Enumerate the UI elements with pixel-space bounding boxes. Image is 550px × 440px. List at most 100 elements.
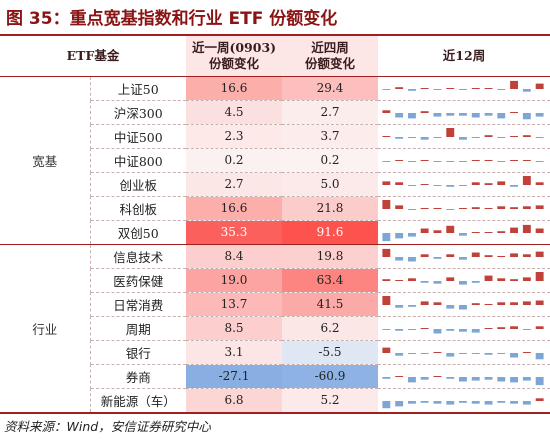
sparkline-bar: [497, 112, 506, 118]
sparkline-bar: [420, 183, 429, 185]
sparkline-bar: [510, 252, 518, 257]
sparkline-bar: [497, 180, 506, 185]
sparkline-bar: [484, 352, 493, 355]
etf-name: 双创50: [117, 225, 159, 241]
four-week-change: 2.7: [282, 100, 378, 124]
sparkline-bar: [497, 400, 506, 403]
sparkline-bar: [446, 400, 455, 405]
etf-name: 银行: [125, 345, 151, 361]
sparkline-bar: [522, 224, 531, 233]
sparkline-bar: [459, 136, 467, 140]
twelve-week-sparkline-cell: [378, 268, 550, 292]
sparkline-bar: [522, 328, 531, 330]
twelve-week-sparkline-cell: [378, 124, 550, 148]
sparkline-bar: [535, 160, 544, 162]
sparkline-bar: [484, 303, 493, 305]
sparkline-bar: [459, 376, 467, 381]
sparkline-bar: [459, 160, 467, 162]
one-week-change: 8.5: [186, 316, 282, 340]
four-week-change: 3.7: [282, 124, 378, 148]
four-week-change: 63.4: [282, 268, 378, 292]
twelve-week-sparkline-cell: [378, 340, 550, 364]
one-week-change: 4.5: [186, 100, 282, 124]
sparkline-bar: [484, 254, 493, 257]
sparkline-bar: [535, 181, 544, 185]
sparkline-bar: [420, 207, 429, 209]
header-4w-line1: 近四周: [311, 39, 349, 55]
sparkline-bar: [382, 109, 391, 113]
sparkline-bar: [510, 352, 518, 357]
sparkline-bar: [522, 351, 531, 353]
sparkline-bar: [459, 328, 467, 332]
sparkline-bar: [433, 256, 442, 259]
sparkline-bar: [510, 301, 518, 305]
sparkline-bar: [522, 400, 531, 405]
sparkline-bar: [471, 302, 480, 305]
four-week-change: 41.5: [282, 292, 378, 316]
sparkline: [382, 80, 544, 92]
sparkline-bar: [522, 300, 531, 305]
sparkline-bar: [382, 278, 391, 281]
header-cell-1w: 近一周(0903) 份额变化: [186, 36, 282, 76]
sparkline-bar: [408, 136, 416, 138]
etf-share-change-table: ETF基金 近一周(0903) 份额变化 近四周 份额变化 近12周 宽基 上证5…: [0, 36, 550, 413]
sparkline-bar: [433, 160, 442, 162]
sparkline-bar: [535, 83, 544, 89]
one-week-change: 6.8: [186, 388, 282, 412]
sparkline-bar: [395, 159, 404, 161]
twelve-week-sparkline-cell: [378, 148, 550, 172]
sparkline-bar: [446, 276, 455, 281]
table-row: 银行 3.1 -5.5: [0, 340, 550, 364]
one-week-change: 2.7: [186, 172, 282, 196]
four-week-change: 21.8: [282, 196, 378, 220]
sparkline-bar: [522, 88, 531, 92]
sparkline-bar: [446, 304, 455, 309]
sparkline-bar: [471, 112, 480, 117]
twelve-week-sparkline-cell: [378, 76, 550, 100]
sparkline: [382, 375, 544, 385]
sparkline-bar: [446, 184, 455, 187]
sparkline-bar: [382, 180, 391, 185]
twelve-week-sparkline-cell: [378, 196, 550, 220]
sparkline-bar: [497, 230, 506, 233]
sparkline-bar: [484, 182, 493, 185]
header-4w-line2: 份额变化: [304, 55, 355, 71]
sparkline-bar: [522, 205, 531, 209]
sparkline-bar: [446, 112, 455, 116]
table-row: 中证800 0.2 0.2: [0, 148, 550, 172]
sparkline-bar: [420, 327, 429, 329]
sparkline-bar: [459, 88, 467, 90]
four-week-change: -5.5: [282, 340, 378, 364]
sparkline-bar: [420, 87, 429, 89]
sparkline-bar: [420, 352, 429, 354]
sparkline-bar: [408, 352, 416, 354]
four-week-change: 5.0: [282, 172, 378, 196]
one-week-change: 16.6: [186, 76, 282, 100]
twelve-week-sparkline-cell: [378, 316, 550, 340]
sparkline-bar: [484, 400, 493, 405]
sparkline-bar: [484, 207, 493, 209]
sparkline-bar: [433, 328, 442, 333]
sparkline-bar: [408, 277, 416, 281]
sparkline-bar: [471, 159, 480, 161]
sparkline-bar: [459, 207, 467, 209]
four-week-change: -60.9: [282, 364, 378, 388]
twelve-week-sparkline-cell: [378, 388, 550, 412]
etf-name: 周期: [125, 321, 151, 337]
table-row: 行业 信息技术 8.4 19.8: [0, 244, 550, 412]
sparkline-bar: [382, 135, 391, 137]
sparkline: [382, 271, 544, 285]
sparkline-bar: [382, 88, 391, 90]
sparkline-bar: [535, 352, 544, 359]
sparkline-bar: [459, 184, 467, 186]
etf-name: 上证50: [117, 81, 159, 97]
sparkline-bar: [471, 280, 480, 283]
sparkline: [382, 325, 544, 333]
sparkline-bar: [535, 271, 544, 281]
four-week-change: 29.4: [282, 76, 378, 100]
sparkline-bar: [433, 88, 442, 90]
sparkline-bar: [497, 136, 506, 138]
sparkline-bar: [471, 231, 480, 233]
sparkline-bar: [510, 159, 518, 161]
sparkline-bar: [395, 304, 404, 308]
